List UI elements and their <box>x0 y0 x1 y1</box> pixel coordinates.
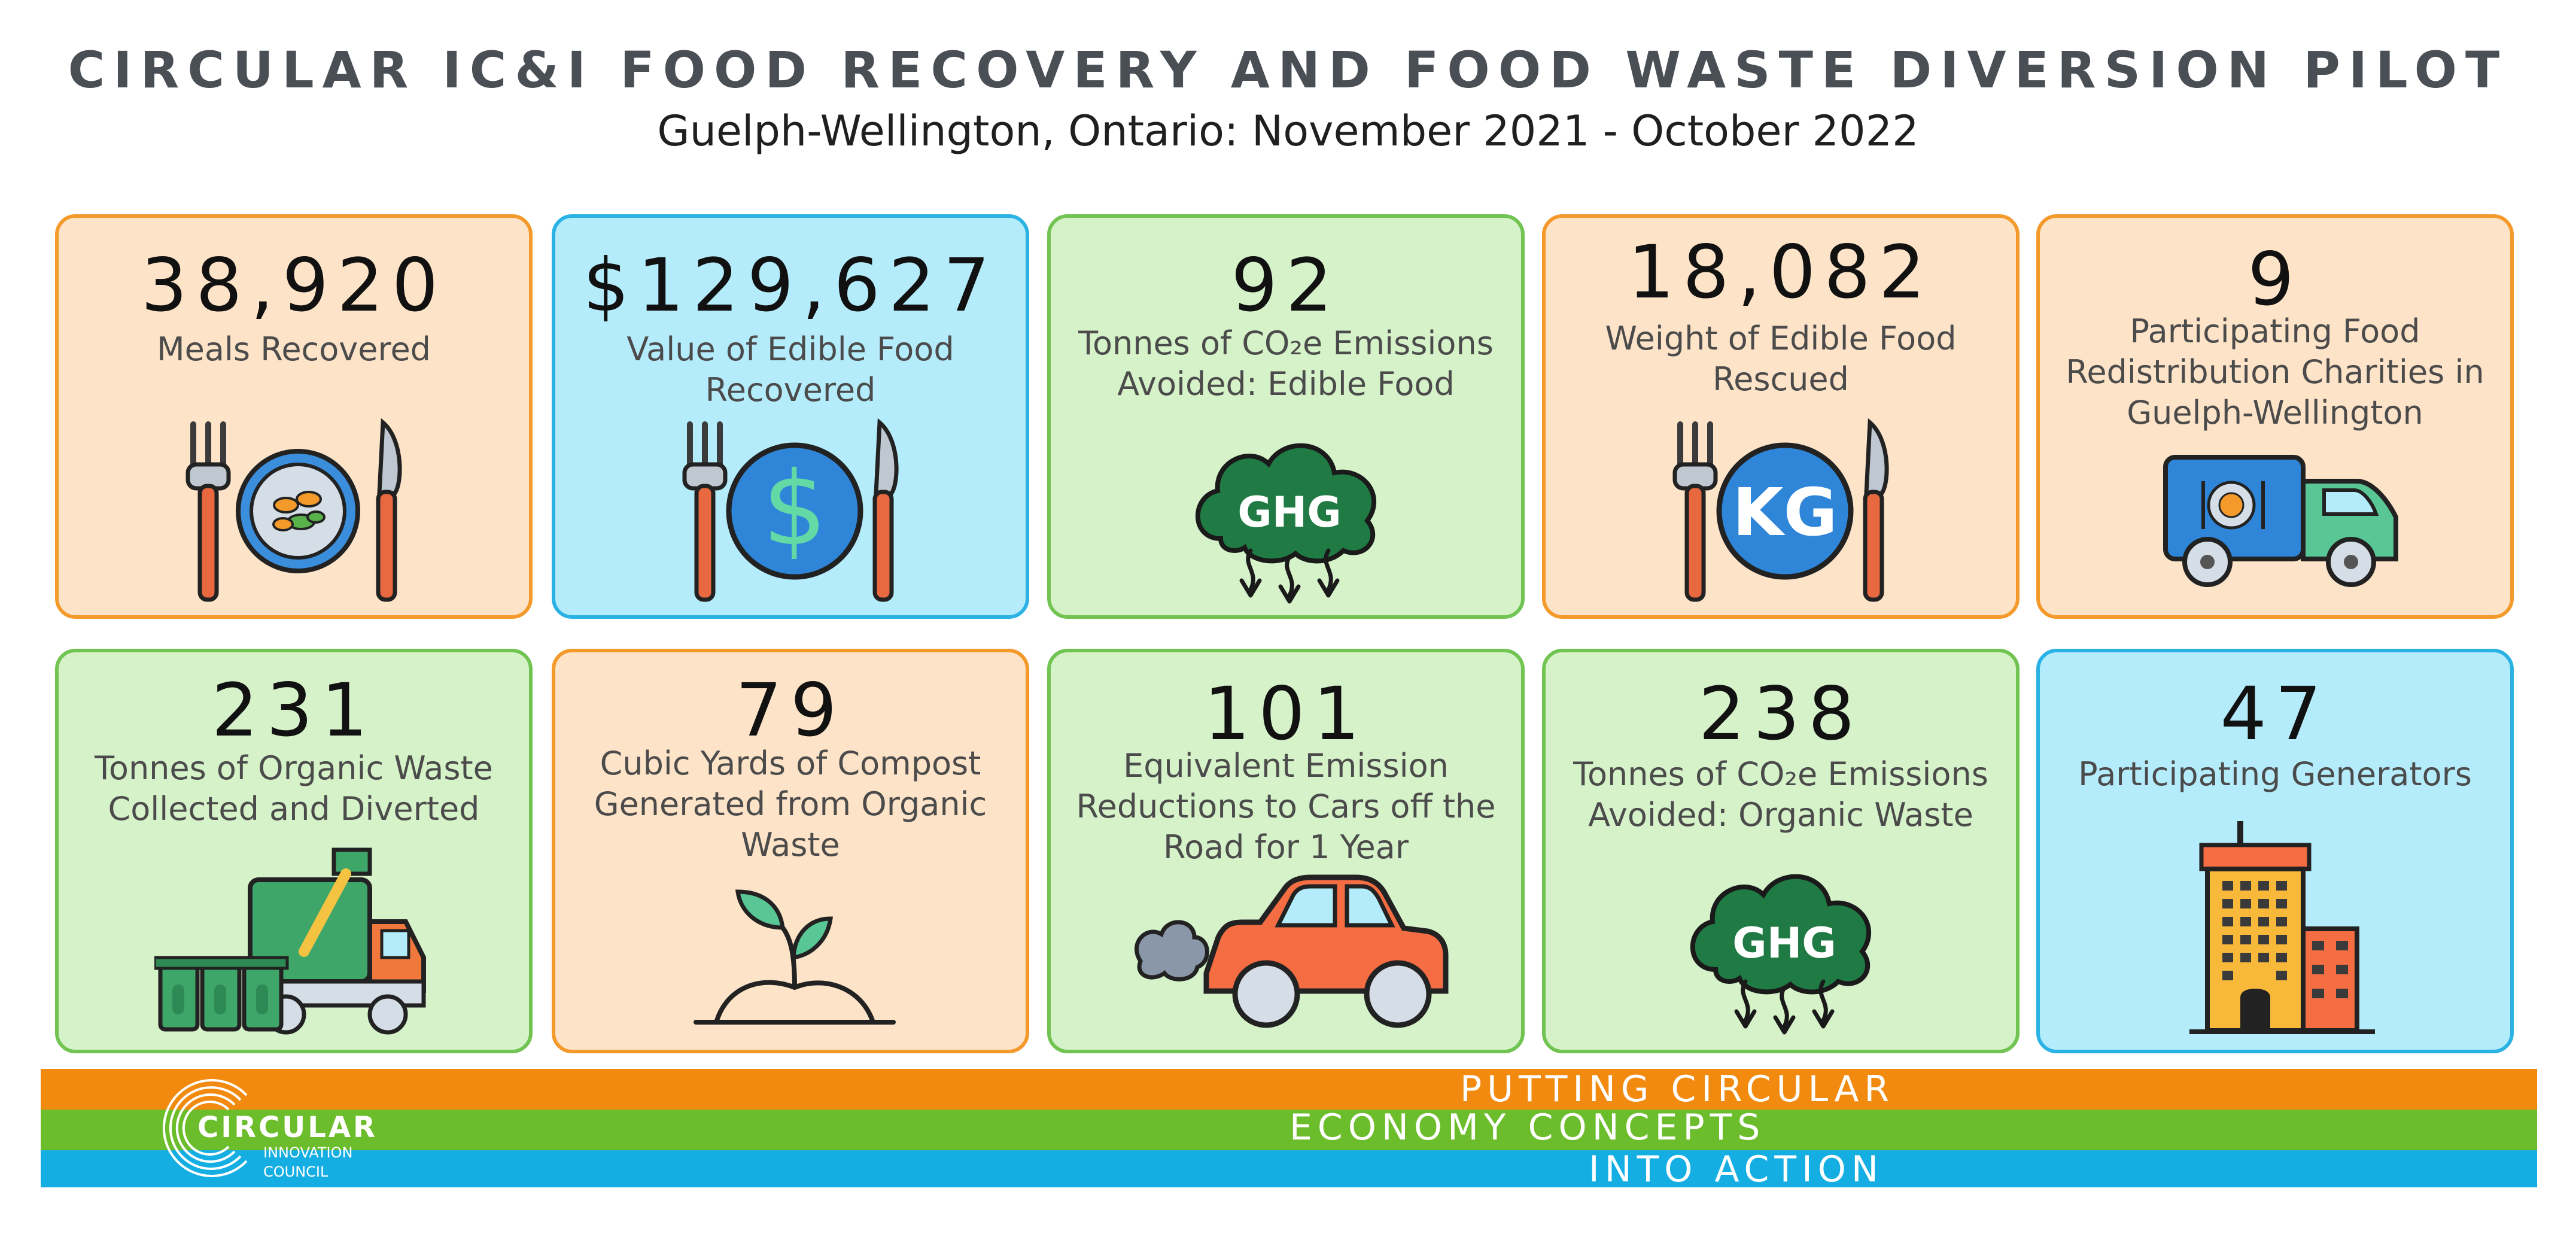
stat-label: Meals Recovered <box>157 330 431 368</box>
stat-card-charities: 9 Participating Food Redistribution Char… <box>2036 214 2514 619</box>
stat-label: Tonnes of Organic Waste Collected and Di… <box>95 749 493 828</box>
stat-card-organic-waste: 231 Tonnes of Organic Waste Collected an… <box>55 649 533 1053</box>
delivery-truck-icon <box>2163 455 2398 587</box>
stat-label: Participating Generators <box>2078 755 2472 793</box>
footer-tagline-line2: ECONOMY CONCEPTS <box>1289 1107 1766 1148</box>
logo-line-council: COUNCIL <box>263 1163 329 1180</box>
page-subtitle: Guelph-Wellington, Ontario: November 202… <box>657 107 1919 156</box>
ghg-icon-text: GHG <box>1237 488 1342 537</box>
stat-label: Tonnes of CO₂e Emissions Avoided: Edible… <box>1078 324 1494 403</box>
stat-value: 9 <box>2247 237 2303 322</box>
footer-band-blue <box>41 1150 2537 1187</box>
ghg-cloud-icon: GHG <box>1690 874 1871 1035</box>
stat-label: Equivalent Emission Reductions to Cars o… <box>1076 747 1496 866</box>
building-icon <box>2189 821 2375 1034</box>
stat-card-emissions-organic-waste: 238 Tonnes of CO₂e Emissions Avoided: Or… <box>1542 649 2020 1053</box>
stat-value: 231 <box>211 668 376 753</box>
stat-card-emissions-edible-food: 92 Tonnes of CO₂e Emissions Avoided: Edi… <box>1047 214 1525 619</box>
ghg-cloud-icon: GHG <box>1195 443 1376 604</box>
garbage-truck-bins-icon <box>154 847 426 1035</box>
stat-label: Cubic Yards of Compost Generated from Or… <box>594 744 987 864</box>
footer-tagline-line3: INTO ACTION <box>1589 1148 1884 1190</box>
footer-band-orange <box>41 1069 2537 1110</box>
logo-line-innovation: INNOVATION <box>263 1144 353 1161</box>
stat-value: 101 <box>1203 671 1368 756</box>
stat-card-meals-recovered: 38,920 Meals Recovered <box>55 214 533 619</box>
page-title: CIRCULAR IC&I FOOD RECOVERY AND FOOD WAS… <box>68 41 2508 99</box>
stat-value: $129,627 <box>582 243 999 328</box>
stat-value: 79 <box>735 668 846 753</box>
ghg-icon-text: GHG <box>1732 919 1836 968</box>
stat-value: 38,920 <box>141 243 447 328</box>
circular-logo-icon <box>162 1079 248 1177</box>
plate-with-food-icon <box>185 418 402 602</box>
dollar-plate-icon: $ <box>682 418 899 602</box>
stat-card-compost: 79 Cubic Yards of Compost Generated from… <box>552 649 1029 1053</box>
stat-card-cars-off-road: 101 Equivalent Emission Reductions to Ca… <box>1047 649 1525 1053</box>
stat-value: 18,082 <box>1628 230 1934 315</box>
svg-text:$: $ <box>762 450 827 569</box>
stat-label: Tonnes of CO₂e Emissions Avoided: Organi… <box>1573 755 1988 834</box>
kg-icon-text: KG <box>1732 474 1838 551</box>
footer-band-green <box>41 1110 2537 1150</box>
stat-card-generators: 47 Participating Generators <box>2036 649 2514 1053</box>
stat-card-value-of-food: $129,627 Value of Edible Food Recovered … <box>552 214 1029 619</box>
stat-label: Value of Edible Food Recovered <box>626 330 954 409</box>
footer-tagline-line1: PUTTING CIRCULAR <box>1460 1068 1895 1110</box>
stat-value: 238 <box>1698 671 1863 756</box>
stat-value: 92 <box>1231 243 1341 328</box>
sprout-icon <box>694 889 896 1025</box>
stat-card-weight-rescued: 18,082 Weight of Edible Food Rescued KG <box>1542 214 2020 619</box>
stat-label: Weight of Edible Food Rescued <box>1605 320 1957 398</box>
logo-wordmark: CIRCULAR <box>197 1111 378 1144</box>
car-exhaust-icon <box>1135 874 1449 1028</box>
stat-value: 47 <box>2220 671 2330 756</box>
kg-plate-icon: KG <box>1672 418 1889 602</box>
stat-label: Participating Food Redistribution Charit… <box>2066 312 2484 431</box>
